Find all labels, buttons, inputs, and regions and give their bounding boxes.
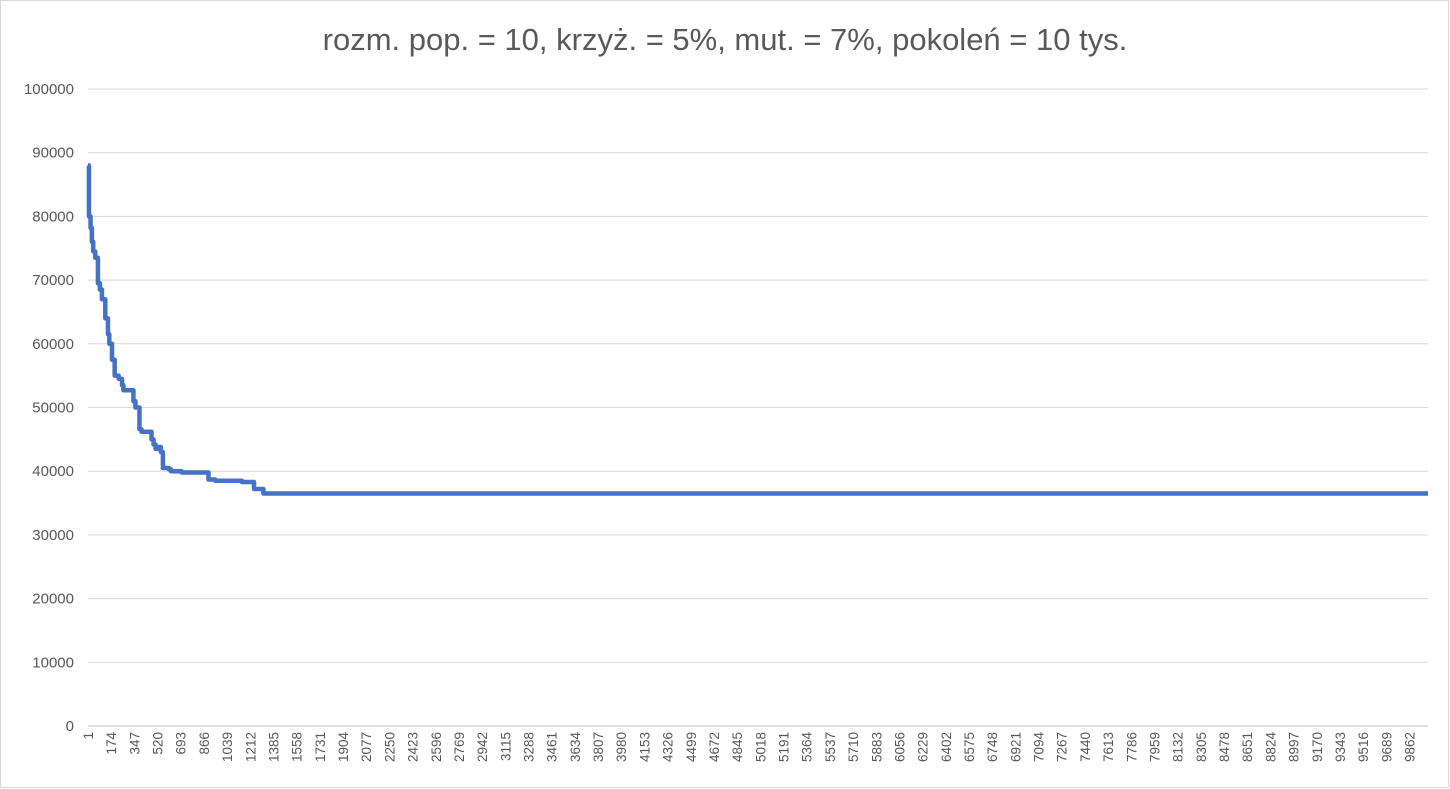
y-tick-label: 90000 <box>32 145 74 162</box>
series-line <box>86 163 1428 496</box>
y-tick-label: 60000 <box>32 336 74 353</box>
x-tick-label: 5710 <box>846 732 861 762</box>
x-tick-label: 520 <box>151 732 166 755</box>
gridlines <box>88 88 1428 663</box>
chart-title: rozm. pop. = 10, krzyż. = 5%, mut. = 7%,… <box>322 22 1128 57</box>
y-tick-label: 100000 <box>24 81 74 98</box>
x-tick-label: 9343 <box>1333 732 1348 762</box>
x-tick-label: 7959 <box>1147 732 1162 762</box>
x-tick-label: 7440 <box>1078 732 1093 762</box>
x-tick-label: 4499 <box>684 732 699 762</box>
x-tick-label: 693 <box>174 732 189 755</box>
x-tick-label: 2769 <box>452 732 467 762</box>
x-axis-tick-labels: 1 174 347 520 693 866 1039 1212 1385 1558 1731 1904… <box>81 732 1418 763</box>
y-tick-label: 10000 <box>32 654 74 671</box>
x-tick-label: 6056 <box>892 732 907 762</box>
x-tick-label: 3461 <box>545 732 560 762</box>
x-tick-label: 8824 <box>1263 732 1278 763</box>
x-tick-label: 866 <box>197 732 212 755</box>
x-tick-label: 5537 <box>823 732 838 762</box>
x-tick-label: 2942 <box>475 732 490 762</box>
x-tick-label: 1904 <box>336 732 351 763</box>
y-tick-label: 20000 <box>32 591 74 608</box>
x-tick-label: 8305 <box>1194 732 1209 762</box>
x-tick-label: 7613 <box>1101 732 1116 762</box>
x-tick-label: 174 <box>104 732 119 755</box>
x-tick-label: 3115 <box>498 732 513 761</box>
x-tick-label: 4845 <box>730 732 745 762</box>
x-tick-label: 6229 <box>916 732 931 762</box>
series-layer <box>86 163 1428 496</box>
x-tick-label: 4326 <box>661 732 676 762</box>
x-tick-label: 8132 <box>1171 732 1186 762</box>
x-tick-label: 7094 <box>1032 732 1047 763</box>
x-tick-label: 2423 <box>406 732 421 762</box>
x-tick-label: 1731 <box>313 732 328 762</box>
x-tick-label: 3980 <box>614 732 629 762</box>
x-tick-label: 5883 <box>869 732 884 762</box>
x-tick-label: 347 <box>127 732 142 755</box>
x-tick-label: 9689 <box>1379 732 1394 762</box>
x-tick-label: 3634 <box>568 732 583 763</box>
x-tick-label: 1558 <box>290 732 305 762</box>
x-tick-label: 6575 <box>962 732 977 762</box>
x-tick-label: 7786 <box>1124 732 1139 762</box>
x-tick-label: 7267 <box>1055 732 1070 762</box>
y-tick-label: 30000 <box>32 527 74 544</box>
x-tick-label: 5364 <box>800 732 815 763</box>
x-tick-label: 8478 <box>1217 732 1232 762</box>
y-tick-label: 70000 <box>32 272 74 289</box>
x-tick-label: 8997 <box>1287 732 1302 762</box>
x-tick-label: 1385 <box>266 732 281 762</box>
x-tick-label: 2596 <box>429 732 444 762</box>
x-tick-label: 3288 <box>522 732 537 762</box>
x-tick-label: 5018 <box>753 732 768 762</box>
x-tick-label: 4672 <box>707 732 722 762</box>
x-tick-label: 1039 <box>220 732 235 762</box>
y-tick-label: 50000 <box>32 400 74 417</box>
x-tick-label: 2077 <box>359 732 374 762</box>
x-tick-label: 4153 <box>637 732 652 762</box>
x-tick-label: 2250 <box>382 732 397 762</box>
x-tick-label: 1212 <box>243 732 258 762</box>
x-tick-label: 6748 <box>985 732 1000 762</box>
x-tick-label: 8651 <box>1240 732 1255 762</box>
y-tick-label: 0 <box>66 718 74 735</box>
x-tick-label: 6921 <box>1008 732 1023 762</box>
x-tick-label: 3807 <box>591 732 606 762</box>
y-tick-label: 80000 <box>32 208 74 225</box>
x-tick-label: 9170 <box>1310 732 1325 762</box>
x-tick-label: 6402 <box>939 732 954 762</box>
y-tick-label: 40000 <box>32 463 74 480</box>
x-tick-label: 9516 <box>1356 732 1371 762</box>
y-axis-tick-labels: 0 10000 20000 30000 40000 50000 60000 70000 8000… <box>24 81 74 735</box>
x-tick-label: 1 <box>81 732 96 740</box>
x-tick-label: 5191 <box>777 732 792 762</box>
x-tick-label: 9862 <box>1403 732 1418 762</box>
